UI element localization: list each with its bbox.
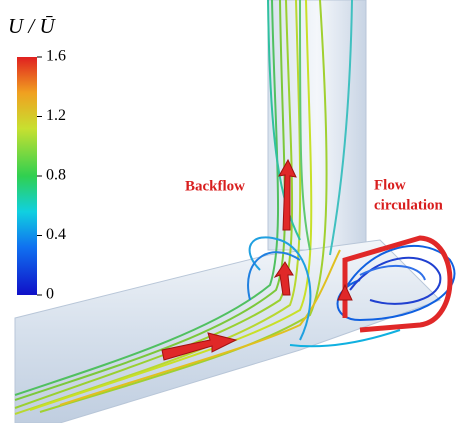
annotation: Flow [374, 177, 406, 193]
tick-label: 0.8 [46, 167, 66, 184]
tick-label: 1.2 [46, 107, 66, 124]
annotation: Backflow [185, 178, 245, 194]
arrows [161, 158, 453, 361]
tick-label: 0 [46, 286, 54, 303]
colorbar [17, 57, 37, 295]
colorbar-title: U / Ū [8, 14, 57, 38]
tick-label: 1.6 [46, 48, 66, 65]
annotation: circulation [374, 197, 444, 213]
streamlines [14, 0, 456, 415]
tick-label: 0.4 [46, 226, 66, 243]
